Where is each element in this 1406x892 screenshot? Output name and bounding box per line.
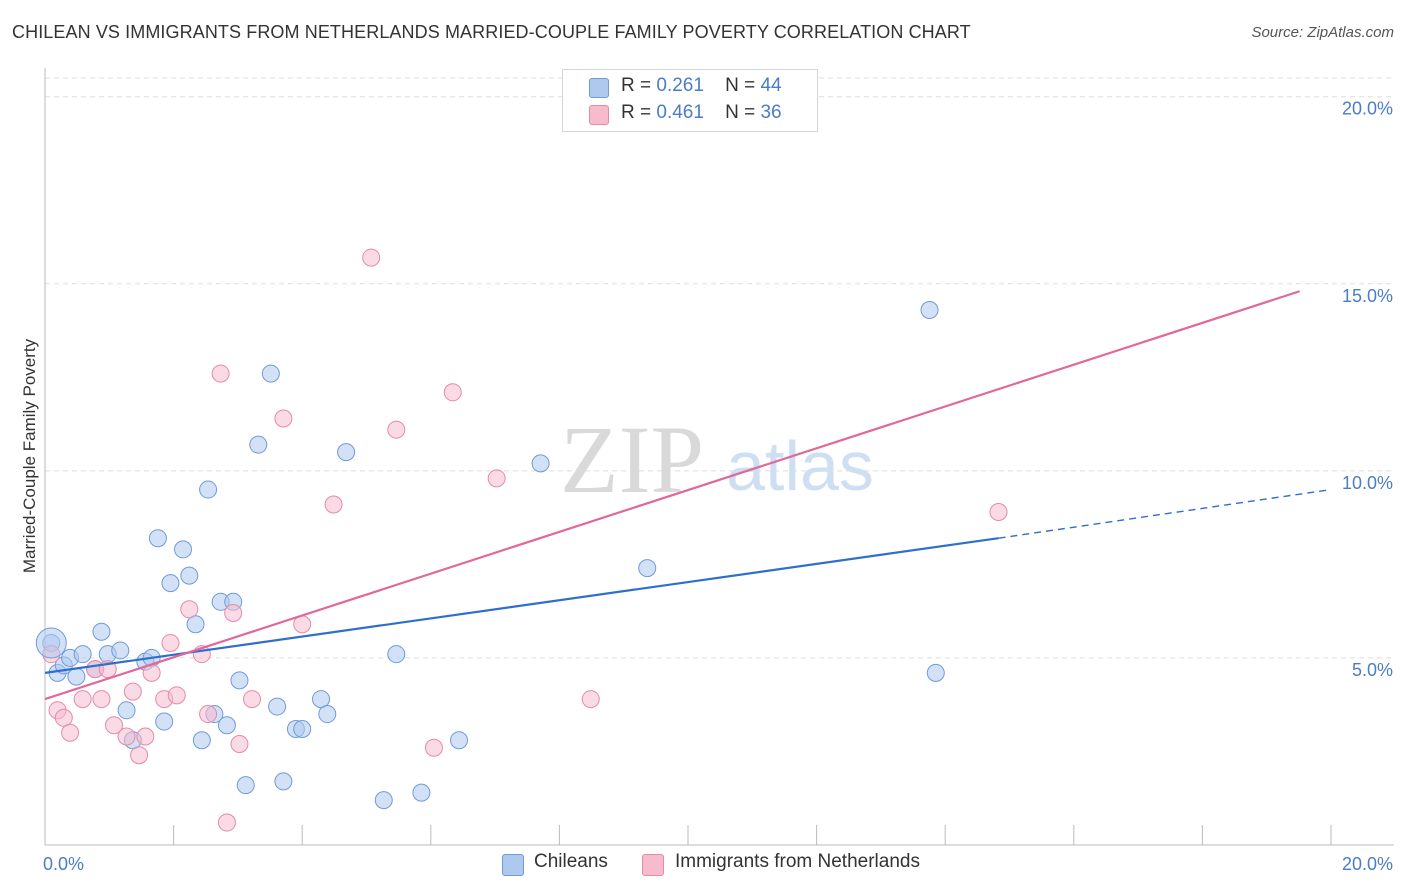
point-netherlands bbox=[443, 383, 462, 402]
x-tick-label: 20.0% bbox=[1342, 854, 1393, 874]
point-netherlands bbox=[211, 364, 230, 383]
bottom-legend-swatch-pink bbox=[642, 854, 664, 876]
legend-r-label: R = bbox=[621, 75, 652, 96]
point-chileans bbox=[111, 641, 130, 660]
point-chileans bbox=[199, 480, 218, 499]
trendline-chileans-extension bbox=[998, 488, 1332, 539]
point-netherlands bbox=[161, 633, 180, 652]
legend-r-value: 0.261 bbox=[656, 75, 704, 96]
point-chileans bbox=[274, 772, 293, 791]
point-chileans bbox=[180, 566, 199, 585]
point-netherlands bbox=[105, 716, 124, 735]
point-netherlands bbox=[387, 420, 406, 439]
point-netherlands bbox=[989, 503, 1008, 522]
watermark-atlas: atlas bbox=[726, 427, 874, 505]
point-netherlands bbox=[117, 727, 136, 746]
point-chileans bbox=[192, 731, 211, 750]
point-netherlands bbox=[54, 708, 73, 727]
watermark: ZIP atlas bbox=[560, 406, 874, 513]
point-netherlands bbox=[123, 682, 142, 701]
legend-swatch-blue bbox=[589, 78, 609, 98]
y-tick-label: 5.0% bbox=[1352, 660, 1393, 680]
point-netherlands bbox=[199, 705, 218, 724]
legend-swatch-pink bbox=[589, 105, 609, 125]
point-chileans bbox=[148, 529, 167, 548]
trend-layer bbox=[44, 290, 1332, 701]
legend-n-label: N = bbox=[725, 75, 756, 96]
point-chileans bbox=[92, 622, 111, 641]
point-chileans bbox=[236, 776, 255, 795]
point-netherlands bbox=[230, 734, 249, 753]
point-netherlands bbox=[274, 409, 293, 428]
point-chileans bbox=[230, 671, 249, 690]
point-chileans bbox=[155, 712, 174, 731]
y-tick-label: 15.0% bbox=[1342, 286, 1393, 306]
point-chileans bbox=[268, 697, 287, 716]
point-chileans bbox=[412, 783, 431, 802]
point-chileans bbox=[67, 667, 86, 686]
point-chileans bbox=[926, 663, 945, 682]
grid-layer bbox=[45, 77, 1394, 659]
chart-title: CHILEAN VS IMMIGRANTS FROM NETHERLANDS M… bbox=[12, 22, 971, 42]
point-netherlands bbox=[487, 469, 506, 488]
point-chileans bbox=[374, 791, 393, 810]
point-chileans-large bbox=[35, 627, 67, 659]
correlation-legend: R = 0.261 N = 44 R = 0.461 N = 36 bbox=[562, 69, 818, 132]
trendline-chileans bbox=[44, 537, 999, 674]
point-chileans bbox=[920, 300, 939, 319]
legend-r-value: 0.461 bbox=[656, 102, 704, 123]
point-chileans bbox=[312, 690, 331, 709]
point-netherlands bbox=[130, 746, 149, 765]
point-netherlands bbox=[180, 600, 199, 619]
point-chileans bbox=[387, 645, 406, 664]
point-chileans bbox=[186, 615, 205, 634]
point-netherlands bbox=[92, 690, 111, 709]
bottom-legend-label: Immigrants from Netherlands bbox=[675, 851, 920, 872]
y-tick-label: 20.0% bbox=[1342, 99, 1393, 119]
points-layer bbox=[35, 248, 1008, 832]
point-netherlands bbox=[217, 813, 236, 832]
point-chileans bbox=[450, 731, 469, 750]
point-netherlands bbox=[73, 690, 92, 709]
point-netherlands bbox=[581, 690, 600, 709]
watermark-zip: ZIP bbox=[560, 406, 704, 513]
x-tick-label: 0.0% bbox=[43, 854, 84, 874]
axis-layer: 5.0% 10.0% 15.0% 20.0% 0.0% 20.0% bbox=[43, 68, 1394, 874]
point-chileans bbox=[638, 559, 657, 578]
point-netherlands bbox=[136, 727, 155, 746]
point-netherlands bbox=[224, 604, 243, 623]
bottom-legend-label: Chileans bbox=[534, 851, 608, 872]
legend-n-value: 44 bbox=[760, 75, 782, 96]
y-tick-label: 10.0% bbox=[1342, 473, 1393, 493]
point-netherlands bbox=[424, 738, 443, 757]
point-netherlands bbox=[243, 690, 262, 709]
point-chileans bbox=[261, 364, 280, 383]
point-chileans bbox=[217, 716, 236, 735]
point-chileans bbox=[161, 574, 180, 593]
point-netherlands bbox=[324, 495, 343, 514]
point-chileans bbox=[73, 645, 92, 664]
point-netherlands bbox=[362, 248, 381, 267]
legend-n-value: 36 bbox=[760, 102, 782, 123]
point-chileans bbox=[337, 443, 356, 462]
legend-n-label: N = bbox=[725, 102, 756, 123]
point-chileans bbox=[117, 701, 136, 720]
point-chileans bbox=[249, 435, 268, 454]
point-netherlands bbox=[61, 723, 80, 742]
legend-r-label: R = bbox=[621, 102, 652, 123]
bottom-legend-swatch-blue bbox=[502, 854, 524, 876]
point-chileans bbox=[293, 720, 312, 739]
point-netherlands bbox=[167, 686, 186, 705]
trendline-netherlands bbox=[44, 290, 1300, 701]
point-chileans bbox=[174, 540, 193, 559]
point-chileans bbox=[318, 705, 337, 724]
chart-source: Source: ZipAtlas.com bbox=[1251, 24, 1394, 41]
point-chileans bbox=[531, 454, 550, 473]
y-axis-label: Married-Couple Family Poverty bbox=[20, 338, 39, 573]
